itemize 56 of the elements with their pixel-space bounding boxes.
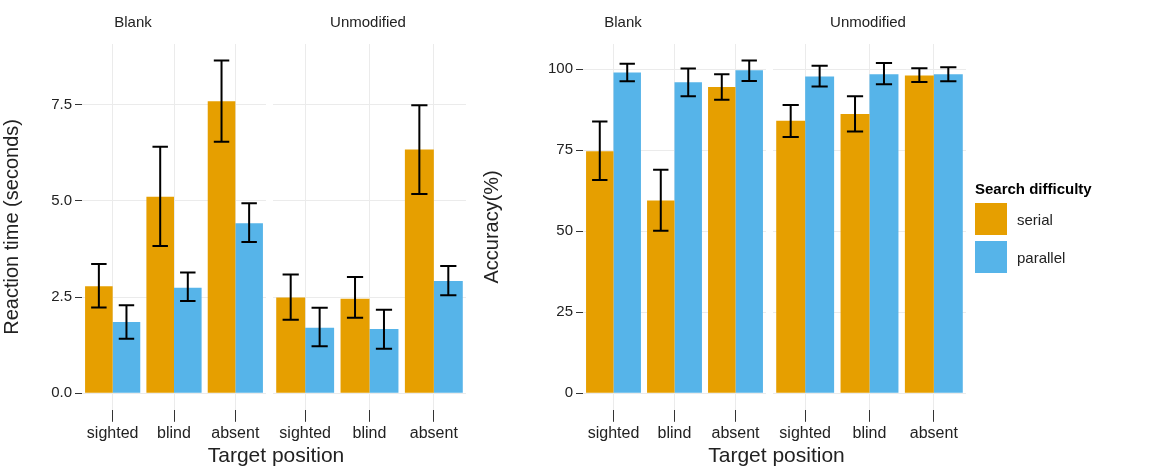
y-tick-label: 0	[564, 383, 573, 401]
bar	[85, 286, 113, 393]
bar	[735, 70, 763, 393]
y-tick-label: 100	[547, 59, 573, 77]
x-tick-label: absent	[909, 423, 959, 441]
x-tick-label: absent	[711, 423, 761, 441]
y-tick-label: 5.0	[51, 191, 72, 209]
x-tick-label: sighted	[279, 423, 331, 441]
bar	[674, 82, 702, 393]
y-tick-label: 7.5	[51, 94, 72, 112]
legend-title: Search difficulty	[975, 180, 1092, 197]
x-tick-label: blind	[352, 423, 387, 441]
x-tick-label: sighted	[587, 423, 640, 441]
bar	[708, 87, 736, 393]
y-tick-label: 0.0	[51, 383, 72, 401]
x-tick-label: absent	[409, 423, 459, 441]
x-tick-label: sighted	[86, 423, 139, 441]
bar	[305, 327, 335, 393]
bar	[369, 329, 399, 393]
bar	[805, 76, 835, 393]
x-tick-label: blind	[157, 423, 191, 441]
bar	[146, 196, 174, 393]
x-tick-label: blind	[657, 423, 692, 441]
bar	[207, 101, 236, 393]
bar	[647, 200, 675, 393]
bar	[340, 298, 370, 393]
y-tick-label: 2.5	[51, 287, 72, 305]
chart-title: Blank	[604, 13, 643, 31]
bar	[904, 75, 934, 393]
chart-title: Unmodified	[830, 13, 906, 31]
y-tick-label: 50	[556, 221, 573, 239]
x-tick-label: blind	[852, 423, 887, 441]
bar	[235, 223, 263, 393]
bar	[174, 287, 202, 393]
y-tick-label: 25	[556, 302, 573, 320]
bar	[933, 74, 963, 393]
bar	[869, 74, 899, 393]
y-axis-title: Reaction time (seconds)	[0, 119, 22, 335]
bar	[112, 322, 141, 393]
bar	[586, 151, 614, 393]
x-tick-label: sighted	[779, 423, 831, 441]
legend-label: serial	[1017, 210, 1053, 228]
chart-title: Unmodified	[330, 13, 406, 31]
chart-title: Blank	[114, 13, 153, 31]
y-tick-label: 75	[556, 140, 573, 158]
bar	[276, 297, 306, 393]
bar	[613, 72, 641, 393]
bar	[404, 149, 434, 393]
y-axis-title: Accuracy(%)	[479, 170, 502, 284]
legend-label: parallel	[1017, 248, 1066, 266]
bar	[840, 113, 870, 393]
x-axis-title: Target position	[206, 443, 346, 467]
x-axis-title: Target position	[707, 443, 846, 467]
x-tick-label: absent	[211, 423, 260, 441]
bar	[433, 280, 463, 393]
bar	[776, 120, 806, 393]
